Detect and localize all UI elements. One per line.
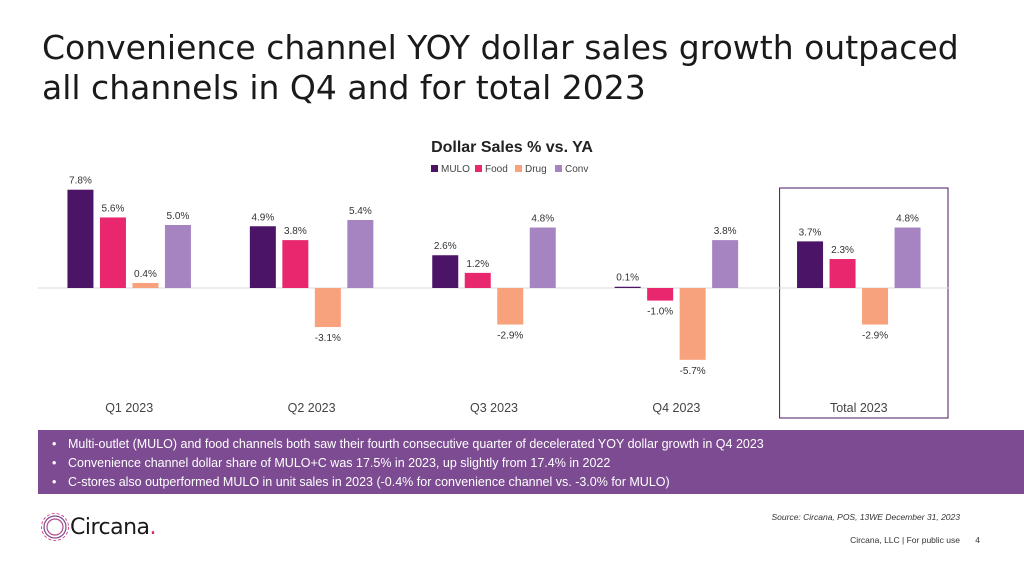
bar-q3-2023-mulo	[432, 255, 459, 288]
finding-item-3: C-stores also outperformed MULO in unit …	[52, 473, 1024, 492]
value-label-q2-2023-mulo: 4.9%	[251, 212, 274, 223]
value-label-q3-2023-food: 1.2%	[466, 259, 489, 270]
value-label-total-2023-mulo: 3.7%	[799, 227, 822, 238]
bar-q4-2023-drug	[679, 288, 706, 360]
value-label-q2-2023-food: 3.8%	[284, 226, 307, 237]
legend-label-drug: Drug	[525, 164, 547, 175]
value-label-q4-2023-conv: 3.8%	[714, 226, 737, 237]
total-2023-highlight-box	[779, 187, 949, 419]
bar-total-2023-food	[829, 259, 856, 288]
legend-label-conv: Conv	[565, 164, 588, 175]
value-label-q3-2023-mulo: 2.6%	[434, 241, 457, 252]
bar-q1-2023-food	[99, 217, 126, 288]
value-label-total-2023-drug: -2.9%	[862, 331, 888, 342]
value-label-q4-2023-mulo: 0.1%	[616, 273, 639, 284]
legend-label-food: Food	[485, 164, 508, 175]
category-label-total-2023: Total 2023	[830, 401, 888, 415]
bar-chart: Dollar Sales % vs. YA MULO Food Drug Conv 7…	[38, 139, 950, 419]
value-label-q1-2023-food: 5.6%	[102, 203, 125, 214]
value-labels-group: 7.8% 5.6% 0.4% 5.0% 4.9% 3.8% -3.1% 5.4% 2.6% 1.2…	[69, 176, 919, 377]
bar-q3-2023-conv	[529, 227, 556, 288]
category-label-q1-2023: Q1 2023	[105, 401, 153, 415]
bar-q3-2023-food	[464, 272, 491, 288]
value-label-q4-2023-food: -1.0%	[647, 307, 673, 318]
category-labels-group: Q1 2023 Q2 2023 Q3 2023 Q4 2023 Total 2023	[105, 401, 887, 415]
bar-q4-2023-conv	[712, 240, 739, 288]
value-label-q3-2023-conv: 4.8%	[531, 214, 554, 225]
category-label-q4-2023: Q4 2023	[652, 401, 700, 415]
category-label-q2-2023: Q2 2023	[288, 401, 336, 415]
value-label-q1-2023-conv: 5.0%	[167, 211, 190, 222]
footer-text: Circana, LLC | For public use	[850, 535, 960, 545]
bar-q2-2023-food	[282, 240, 309, 288]
category-label-q3-2023: Q3 2023	[470, 401, 518, 415]
circana-logo-text: Circana.	[70, 514, 157, 540]
slide-title: Convenience channel YOY dollar sales gro…	[42, 28, 959, 107]
value-label-total-2023-food: 2.3%	[831, 245, 854, 256]
value-label-q2-2023-conv: 5.4%	[349, 206, 372, 217]
bar-total-2023-drug	[862, 288, 889, 325]
bar-q4-2023-food	[647, 288, 674, 301]
page-number: 4	[975, 535, 980, 545]
legend-swatch-conv	[555, 165, 562, 172]
circana-logo-mark-icon	[41, 513, 69, 541]
value-label-total-2023-conv: 4.8%	[896, 214, 919, 225]
legend-swatch-drug	[515, 165, 522, 172]
key-findings-band: Multi-outlet (MULO) and food channels bo…	[38, 430, 1024, 494]
bar-q1-2023-conv	[164, 225, 191, 288]
bar-q1-2023-drug	[132, 282, 159, 288]
bar-q2-2023-drug	[314, 288, 341, 328]
finding-item-2: Convenience channel dollar share of MULO…	[52, 454, 1024, 473]
value-label-q1-2023-drug: 0.4%	[134, 269, 157, 280]
value-label-q3-2023-drug: -2.9%	[497, 331, 523, 342]
legend-swatch-food	[475, 165, 482, 172]
legend-swatch-mulo	[431, 165, 438, 172]
key-findings-list: Multi-outlet (MULO) and food channels bo…	[52, 435, 1024, 492]
bar-q4-2023-mulo	[614, 286, 641, 288]
bar-q3-2023-drug	[497, 288, 524, 325]
chart-legend: MULO Food Drug Conv	[431, 164, 588, 175]
value-label-q4-2023-drug: -5.7%	[680, 366, 706, 377]
bar-total-2023-conv	[894, 227, 921, 288]
finding-item-1: Multi-outlet (MULO) and food channels bo…	[52, 435, 1024, 454]
source-note: Source: Circana, POS, 13WE December 31, …	[771, 512, 960, 522]
bar-total-2023-mulo	[797, 241, 824, 288]
value-label-q2-2023-drug: -3.1%	[315, 333, 341, 344]
bar-q1-2023-mulo	[67, 189, 94, 288]
chart-title: Dollar Sales % vs. YA	[431, 139, 593, 156]
circana-logo: Circana.	[40, 512, 157, 542]
bars-group	[67, 189, 921, 360]
value-label-q1-2023-mulo: 7.8%	[69, 176, 92, 187]
bar-q2-2023-conv	[347, 219, 374, 288]
legend-label-mulo: MULO	[441, 164, 470, 175]
bar-q2-2023-mulo	[249, 226, 276, 288]
